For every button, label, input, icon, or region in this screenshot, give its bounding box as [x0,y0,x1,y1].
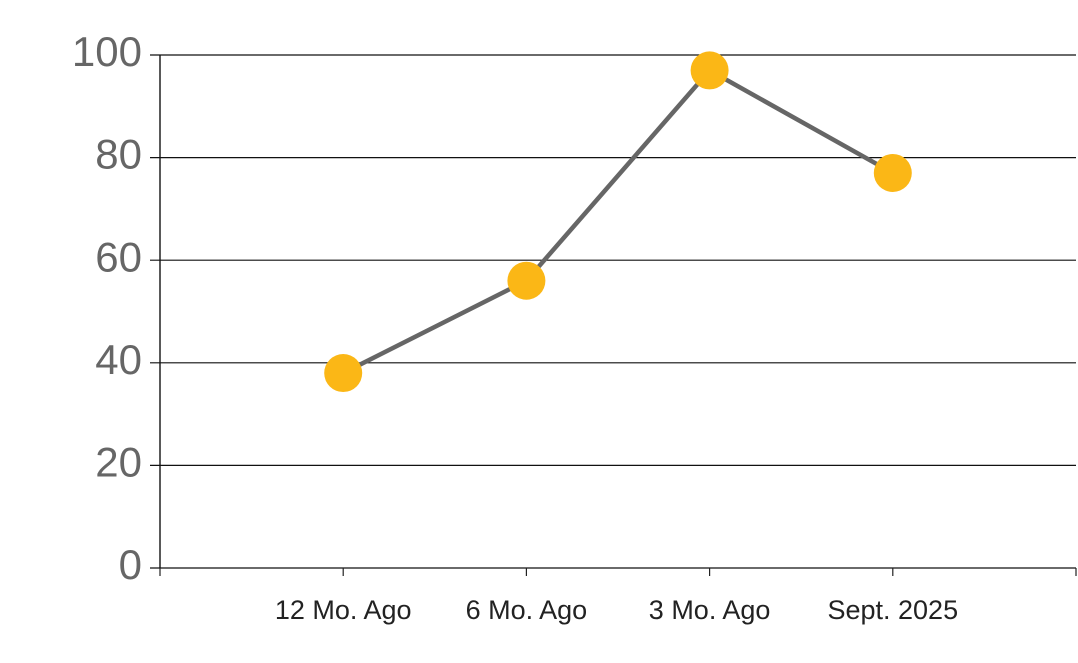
data-point [507,261,546,300]
x-tick-label: 3 Mo. Ago [649,595,771,625]
x-tick-label: Sept. 2025 [827,595,958,625]
y-tick-label: 40 [95,336,142,383]
data-point [690,51,729,90]
data-point [324,354,363,393]
x-tick-label: 12 Mo. Ago [275,595,412,625]
data-point [873,153,912,192]
y-tick-label: 80 [95,131,142,178]
y-tick-label: 100 [72,28,142,75]
y-tick-label: 0 [119,541,142,588]
y-tick-label: 60 [95,233,142,280]
y-tick-label: 20 [95,438,142,485]
data-line [342,67,894,376]
x-tick-label: 6 Mo. Ago [466,595,588,625]
